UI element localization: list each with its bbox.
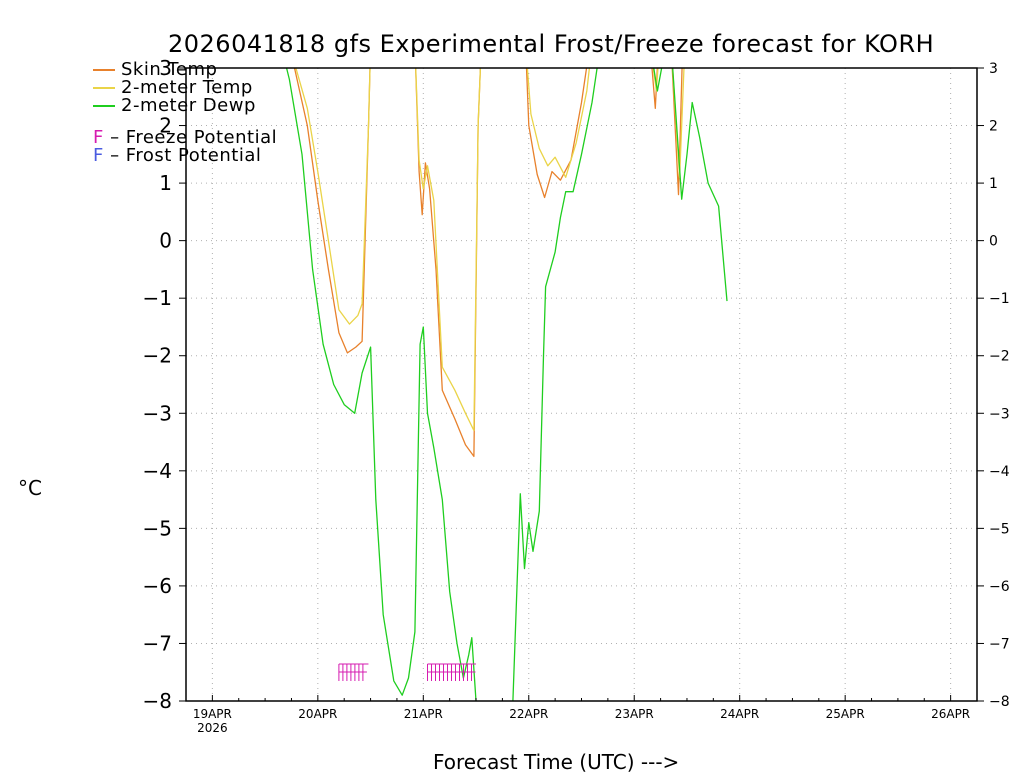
- plot-frame: [185, 67, 978, 702]
- series-2-meter-temp: [295, 68, 371, 325]
- series-2-meter-temp: [526, 68, 591, 178]
- y-tick-label-left: −5: [143, 516, 172, 540]
- legend-t2m-label: 2-meter Temp: [121, 77, 253, 98]
- y-tick-label-right: −4: [989, 464, 1010, 480]
- legend-skin-temp: Skin Temp: [93, 61, 217, 79]
- y-tick-label-right: −1: [989, 291, 1010, 307]
- series-2-meter-dewp: [512, 68, 598, 701]
- chart-title: 2026041818 gfs Experimental Frost/Freeze…: [168, 30, 935, 58]
- series-skin-temp: [293, 68, 371, 354]
- y-tick-label-right: −2: [989, 349, 1010, 365]
- y-tick-label-left: −7: [143, 631, 172, 655]
- series-2-meter-dewp: [672, 68, 728, 302]
- y-axis-right: 3 2 1 0 −1 −2 −3 −4 −5 −6 −7 −8: [977, 61, 1010, 710]
- legend-frost-text: – Frost Potential: [103, 145, 262, 166]
- x-tick-label: 22APR: [509, 707, 548, 721]
- x-tick-label: 19APR: [193, 707, 232, 721]
- legend-2m-temp: 2-meter Temp: [93, 79, 253, 97]
- y-tick-label-left: 1: [159, 171, 172, 195]
- y-tick-label-right: 1: [989, 176, 998, 192]
- y-tick-label-left: 2: [159, 114, 172, 138]
- x-axis-label: Forecast Time (UTC) --->: [433, 750, 680, 774]
- x-tick-label: 21APR: [404, 707, 443, 721]
- grid-lines: [186, 68, 977, 701]
- series-2-meter-dewp: [653, 68, 663, 92]
- y-tick-label-left: −3: [143, 401, 172, 425]
- y-tick-label-left: −4: [143, 459, 172, 483]
- y-tick-label-right: −3: [989, 406, 1010, 422]
- x-tick-label: 23APR: [615, 707, 654, 721]
- legend-freeze: F – Freeze Potential: [93, 129, 277, 147]
- y-axis-label: °C: [18, 476, 42, 500]
- legend-2m-dewp: 2-meter Dewp: [93, 97, 256, 115]
- series-skin-temp: [671, 68, 683, 196]
- legend-skin-swatch: [93, 69, 115, 71]
- y-tick-label-right: 2: [989, 119, 998, 135]
- x-tick-label: 24APR: [720, 707, 759, 721]
- series-2-meter-temp: [652, 68, 659, 92]
- y-tick-label-right: 3: [989, 61, 998, 77]
- legend-skin-label: Skin Temp: [121, 59, 218, 80]
- series-2-meter-dewp: [285, 68, 477, 701]
- y-tick-label-right: 0: [989, 234, 998, 250]
- legend-dewp-swatch: [93, 105, 115, 107]
- y-tick-label-right: −7: [989, 636, 1010, 652]
- y-tick-label-left: −6: [143, 574, 172, 598]
- y-tick-label-right: −6: [989, 579, 1010, 595]
- x-tick-year-label: 2026: [197, 721, 228, 735]
- legend-freeze-text: – Freeze Potential: [103, 127, 278, 148]
- series-skin-temp: [415, 68, 482, 458]
- legend-t2m-swatch: [93, 87, 115, 89]
- series-2-meter-temp: [415, 68, 482, 432]
- legend-freeze-letter: F: [93, 127, 104, 148]
- x-tick-label: 20APR: [298, 707, 337, 721]
- legend-frost: F – Frost Potential: [93, 147, 261, 165]
- legend-dewp-label: 2-meter Dewp: [121, 95, 256, 116]
- y-tick-label-left: −8: [143, 689, 172, 713]
- y-tick-label-right: −5: [989, 521, 1010, 537]
- legend-frost-letter: F: [93, 145, 104, 166]
- y-tick-label-left: 3: [159, 56, 172, 80]
- y-tick-label-left: −2: [143, 344, 172, 368]
- y-tick-label-left: 0: [159, 229, 172, 253]
- y-axis-left: 3 2 1 0 −1 −2 −3 −4 −5 −6 −7 −8: [143, 56, 186, 713]
- series-skin-temp: [525, 68, 588, 199]
- x-tick-label: 26APR: [931, 707, 970, 721]
- series-2-meter-temp: [671, 68, 685, 178]
- series-skin-temp: [651, 68, 658, 109]
- y-tick-label-left: −1: [143, 286, 172, 310]
- y-tick-label-right: −8: [989, 694, 1010, 710]
- x-tick-label: 25APR: [826, 707, 865, 721]
- freeze-potential-marks: [338, 663, 477, 681]
- plot-series: [285, 68, 728, 701]
